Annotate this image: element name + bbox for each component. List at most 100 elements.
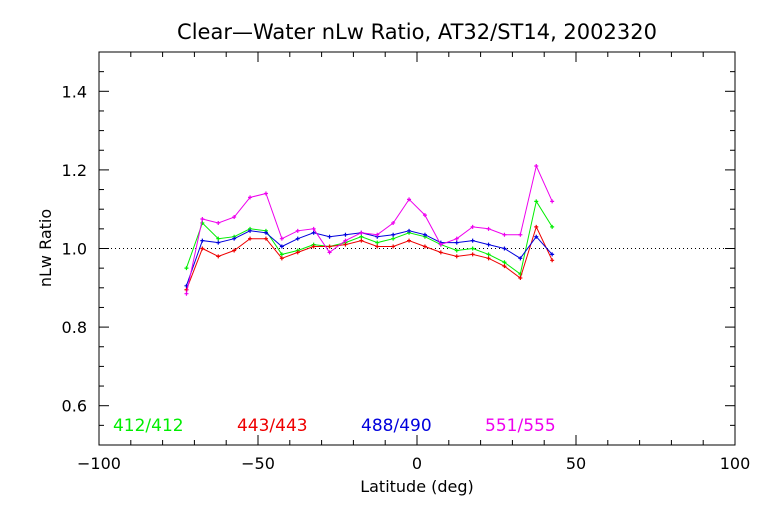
data-point <box>216 240 221 245</box>
data-point <box>375 240 380 245</box>
axes-layer: −100 −50 0 50 100 0.6 0.8 1.0 1.2 1.4 <box>62 51 751 473</box>
data-point <box>486 226 491 231</box>
data-point <box>470 252 475 257</box>
data-point <box>359 238 364 243</box>
data-point <box>248 228 253 233</box>
legend-entry: 412/412 <box>113 416 184 436</box>
data-point <box>407 228 412 233</box>
data-point <box>216 236 221 241</box>
data-point <box>391 244 396 249</box>
data-point <box>327 250 332 255</box>
data-point <box>502 260 507 265</box>
data-point <box>200 217 205 222</box>
data-point <box>343 242 348 247</box>
data-point <box>295 236 300 241</box>
series-412-412 <box>184 199 555 277</box>
data-point <box>359 234 364 239</box>
data-point <box>502 246 507 251</box>
y-tick-label: 1.4 <box>62 82 87 101</box>
data-point <box>422 244 427 249</box>
data-point <box>263 236 268 241</box>
data-point <box>486 242 491 247</box>
data-point <box>200 220 205 225</box>
series-line <box>185 230 553 286</box>
data-point <box>279 252 284 257</box>
data-point <box>407 197 412 202</box>
data-point <box>184 266 189 271</box>
legend-entry: 488/490 <box>361 416 432 436</box>
data-point <box>550 258 555 263</box>
data-point <box>518 256 523 261</box>
data-point <box>391 232 396 237</box>
data-point <box>407 238 412 243</box>
data-point <box>438 250 443 255</box>
data-point <box>422 213 427 218</box>
data-point <box>359 230 364 235</box>
data-point <box>550 224 555 229</box>
data-point <box>248 236 253 241</box>
data-point <box>391 220 396 225</box>
data-point <box>295 250 300 255</box>
data-point <box>518 232 523 237</box>
series-line <box>185 164 553 294</box>
x-tick-label: 50 <box>566 454 586 473</box>
data-point <box>375 244 380 249</box>
data-point <box>486 252 491 257</box>
data-point <box>454 236 459 241</box>
series-551-555 <box>184 163 555 296</box>
data-point <box>184 291 189 296</box>
data-point <box>327 244 332 249</box>
legend-entry: 551/555 <box>485 416 556 436</box>
y-tick-label: 0.6 <box>62 397 87 416</box>
data-point <box>311 230 316 235</box>
data-point <box>550 199 555 204</box>
legend: 412/412 443/443 488/490 551/555 <box>113 416 556 436</box>
data-point <box>470 238 475 243</box>
x-tick-label: −50 <box>241 454 275 473</box>
data-point <box>295 228 300 233</box>
data-point <box>232 236 237 241</box>
x-tick-label: −100 <box>77 454 121 473</box>
data-point <box>263 230 268 235</box>
data-point <box>454 248 459 253</box>
x-tick-label: 100 <box>720 454 751 473</box>
y-tick-label: 1.0 <box>62 240 87 259</box>
data-point <box>470 246 475 251</box>
data-point <box>534 199 539 204</box>
data-point <box>454 240 459 245</box>
data-point <box>232 248 237 253</box>
legend-entry: 443/443 <box>237 416 308 436</box>
data-point <box>200 238 205 243</box>
data-point <box>375 232 380 237</box>
data-point <box>454 254 459 259</box>
data-point <box>518 275 523 280</box>
series-488-490 <box>184 228 555 288</box>
data-point <box>311 226 316 231</box>
data-point <box>343 238 348 243</box>
data-point <box>216 220 221 225</box>
series-line <box>185 225 553 290</box>
data-point <box>486 256 491 261</box>
data-point <box>502 264 507 269</box>
series-line <box>185 199 553 275</box>
data-point <box>343 232 348 237</box>
x-tick-label: 0 <box>412 454 422 473</box>
data-point <box>311 244 316 249</box>
y-axis-label: nLw Ratio <box>36 209 55 287</box>
data-point <box>534 163 539 168</box>
series-layer <box>184 163 555 296</box>
data-point <box>200 246 205 251</box>
data-point <box>534 224 539 229</box>
chart-title: Clear—Water nLw Ratio, AT32/ST14, 200232… <box>177 20 657 44</box>
y-tick-label: 0.8 <box>62 318 87 337</box>
data-point <box>327 234 332 239</box>
data-point <box>470 224 475 229</box>
data-point <box>279 256 284 261</box>
x-axis-label: Latitude (deg) <box>360 477 474 496</box>
data-point <box>438 242 443 247</box>
y-tick-label: 1.2 <box>62 161 87 180</box>
data-point <box>422 232 427 237</box>
data-point <box>216 254 221 259</box>
data-point <box>248 195 253 200</box>
